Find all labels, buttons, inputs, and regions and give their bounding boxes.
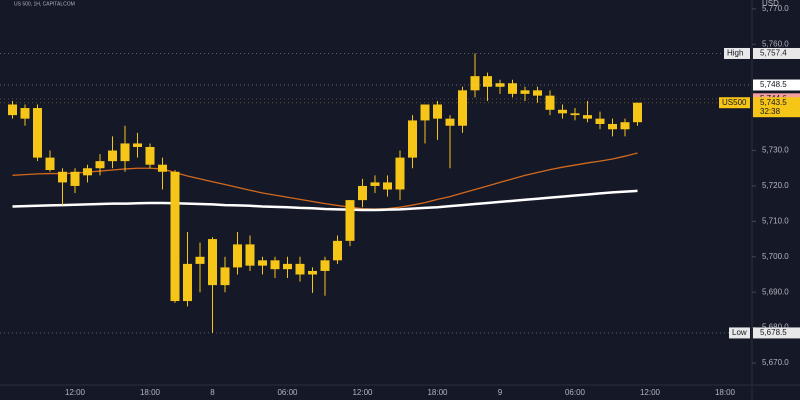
candle-body bbox=[158, 164, 167, 172]
price-name: Low bbox=[732, 328, 747, 337]
moving-average-line bbox=[12, 152, 638, 210]
x-tick-label: 12:00 bbox=[65, 388, 86, 397]
candle-body bbox=[145, 146, 155, 165]
price-label: 5,748.5 bbox=[760, 80, 787, 89]
candle-body bbox=[133, 143, 142, 147]
candle-body bbox=[458, 90, 467, 126]
candle-body bbox=[483, 76, 492, 87]
x-tick-label: 12:00 bbox=[640, 388, 661, 397]
y-tick-label: 5,700.0 bbox=[762, 252, 789, 261]
price-name: High bbox=[727, 49, 743, 58]
price-name-box bbox=[719, 97, 750, 109]
price-label-box bbox=[753, 97, 800, 118]
candle-body bbox=[20, 108, 30, 119]
candle-body bbox=[508, 83, 517, 94]
candle-body bbox=[58, 171, 67, 183]
x-tick-label: 18:00 bbox=[140, 388, 161, 397]
candle-body bbox=[245, 244, 255, 266]
y-tick-label: 5,680.0 bbox=[762, 323, 789, 332]
unit-label: USD bbox=[762, 0, 779, 8]
chart-title: US 500, 1H, CAPITALCOM bbox=[14, 1, 75, 7]
candle-body bbox=[320, 260, 330, 271]
candle-body bbox=[395, 157, 405, 190]
candle-body bbox=[520, 90, 530, 94]
candle-body bbox=[370, 182, 380, 186]
candle-body bbox=[333, 240, 342, 261]
candle-body bbox=[120, 143, 130, 162]
candle-body bbox=[170, 171, 180, 302]
y-tick-label: 5,730.0 bbox=[762, 146, 789, 155]
y-tick-label: 5,710.0 bbox=[762, 216, 789, 225]
candle-body bbox=[233, 244, 242, 268]
candle-body bbox=[308, 270, 317, 275]
candle-body bbox=[358, 185, 367, 201]
price-name: US500 bbox=[722, 98, 747, 107]
candle-body bbox=[558, 109, 567, 114]
candle-body bbox=[570, 113, 580, 116]
candle-body bbox=[633, 102, 642, 123]
candle-body bbox=[408, 120, 417, 158]
x-tick-label: 12:00 bbox=[352, 388, 373, 397]
candle-body bbox=[208, 239, 217, 286]
candle-body bbox=[70, 171, 80, 186]
candle-body bbox=[108, 150, 117, 162]
y-tick-label: 5,670.0 bbox=[762, 358, 789, 367]
candle-body bbox=[383, 182, 392, 190]
candle-body bbox=[595, 118, 605, 124]
x-tick-label: 18:00 bbox=[427, 388, 448, 397]
candle-body bbox=[433, 104, 442, 119]
candle-body bbox=[45, 157, 55, 171]
x-tick-label: 9 bbox=[498, 388, 503, 397]
x-tick-label: 8 bbox=[210, 388, 215, 397]
y-tick-label: 5,690.0 bbox=[762, 287, 789, 296]
candle-body bbox=[620, 122, 630, 130]
candle-body bbox=[33, 108, 42, 158]
candle-body bbox=[8, 104, 17, 116]
candle-body bbox=[283, 263, 292, 270]
candle-body bbox=[195, 256, 205, 264]
candle-body bbox=[583, 115, 592, 119]
candle-body bbox=[420, 104, 430, 121]
y-tick-label: 5,720.0 bbox=[762, 181, 789, 190]
candle-body bbox=[270, 260, 280, 270]
candle-body bbox=[220, 267, 230, 286]
price-label: 5,743.5 bbox=[760, 98, 787, 107]
x-tick-label: 18:00 bbox=[715, 388, 736, 397]
candle-body bbox=[83, 168, 92, 176]
candle-body bbox=[545, 95, 555, 110]
candle-body bbox=[258, 260, 267, 266]
candle-body bbox=[183, 263, 192, 302]
candle-body bbox=[608, 123, 617, 130]
price-name-box bbox=[724, 47, 750, 59]
candle-body bbox=[295, 263, 305, 275]
price-label: 5,678.5 bbox=[760, 328, 787, 337]
price-label: 5,757.4 bbox=[760, 49, 787, 58]
y-tick-label: 5,760.0 bbox=[762, 39, 789, 48]
y-tick-label: 5,770.0 bbox=[762, 4, 789, 13]
x-tick-label: 06:00 bbox=[277, 388, 298, 397]
price-name-box bbox=[729, 327, 750, 339]
candle-body bbox=[533, 90, 542, 96]
x-tick-label: 06:00 bbox=[565, 388, 586, 397]
candle-body bbox=[345, 200, 355, 241]
candle-body bbox=[95, 161, 105, 169]
price-countdown: 32:38 bbox=[760, 107, 781, 116]
price-label-box bbox=[753, 47, 800, 59]
price-label-box bbox=[753, 327, 800, 339]
candle-body bbox=[445, 118, 455, 126]
candle-body bbox=[495, 83, 505, 87]
price-label-box bbox=[753, 79, 800, 91]
candle-body bbox=[470, 76, 480, 91]
moving-average-line bbox=[12, 189, 638, 212]
